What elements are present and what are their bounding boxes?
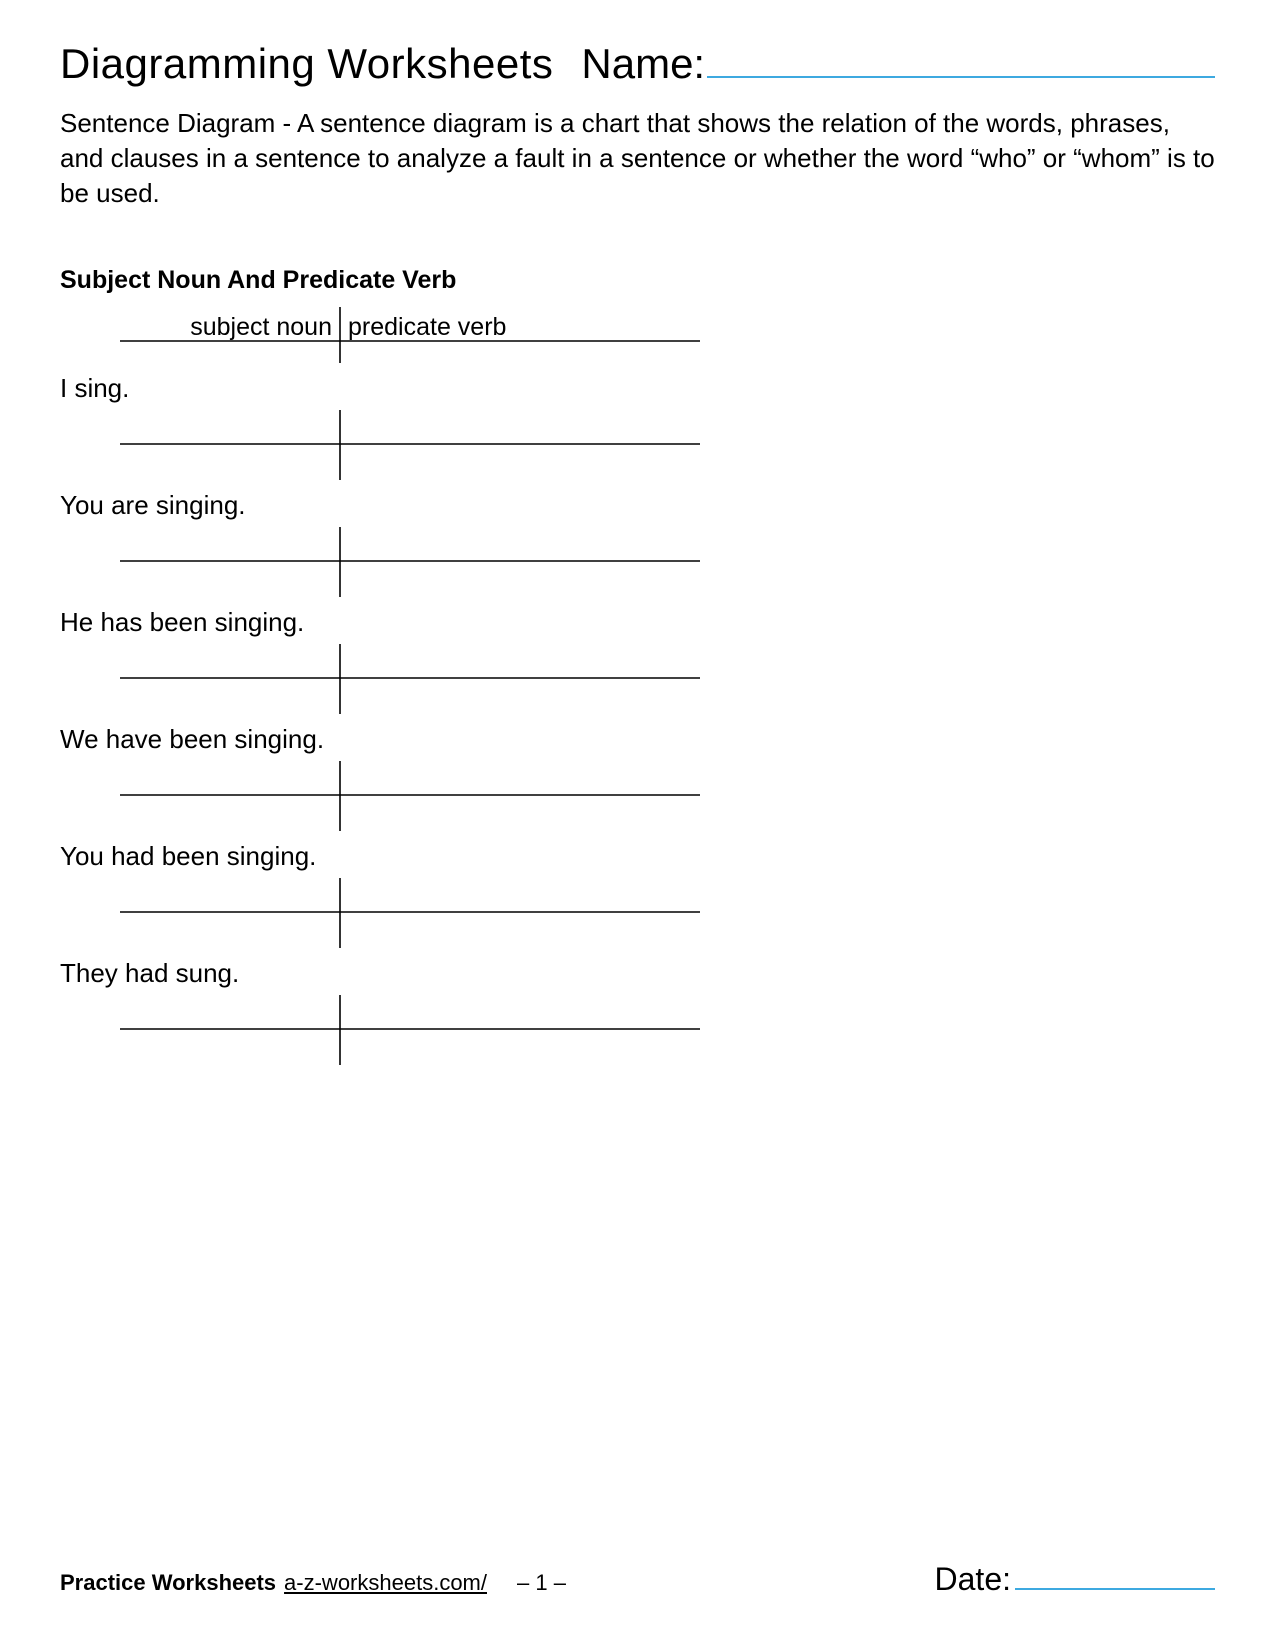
sentence-prompt: I sing. <box>60 373 1215 404</box>
header-row: Diagramming Worksheets Name: <box>60 40 1215 88</box>
footer-link[interactable]: a-z-worksheets.com/ <box>284 1570 487 1596</box>
blank-diagram[interactable] <box>60 995 1215 1065</box>
sentence-prompt: They had sung. <box>60 958 1215 989</box>
name-label: Name: <box>581 40 705 88</box>
date-input-line[interactable] <box>1015 1562 1215 1590</box>
footer-brand: Practice Worksheets <box>60 1570 276 1596</box>
sentence-prompt: You are singing. <box>60 490 1215 521</box>
date-label: Date: <box>935 1561 1011 1598</box>
section-title: Subject Noun And Predicate Verb <box>60 266 1215 295</box>
example-diagram: subject noun predicate verb <box>60 307 1215 363</box>
blank-diagram[interactable] <box>60 410 1215 480</box>
name-input-line[interactable] <box>707 40 1215 78</box>
sentence-prompt: You had been singing. <box>60 841 1215 872</box>
blank-diagram[interactable] <box>60 644 1215 714</box>
sentence-prompt: We have been singing. <box>60 724 1215 755</box>
page-title: Diagramming Worksheets <box>60 40 553 88</box>
blank-diagram[interactable] <box>60 878 1215 948</box>
blank-diagram[interactable] <box>60 527 1215 597</box>
footer-page-number: – 1 – <box>517 1570 566 1596</box>
intro-text: Sentence Diagram - A sentence diagram is… <box>60 106 1215 211</box>
svg-text:predicate verb: predicate verb <box>348 313 506 341</box>
svg-text:subject noun: subject noun <box>190 313 332 341</box>
blank-diagram[interactable] <box>60 761 1215 831</box>
footer: Practice Worksheets a-z-worksheets.com/ … <box>60 1561 1215 1598</box>
sentence-prompt: He has been singing. <box>60 607 1215 638</box>
